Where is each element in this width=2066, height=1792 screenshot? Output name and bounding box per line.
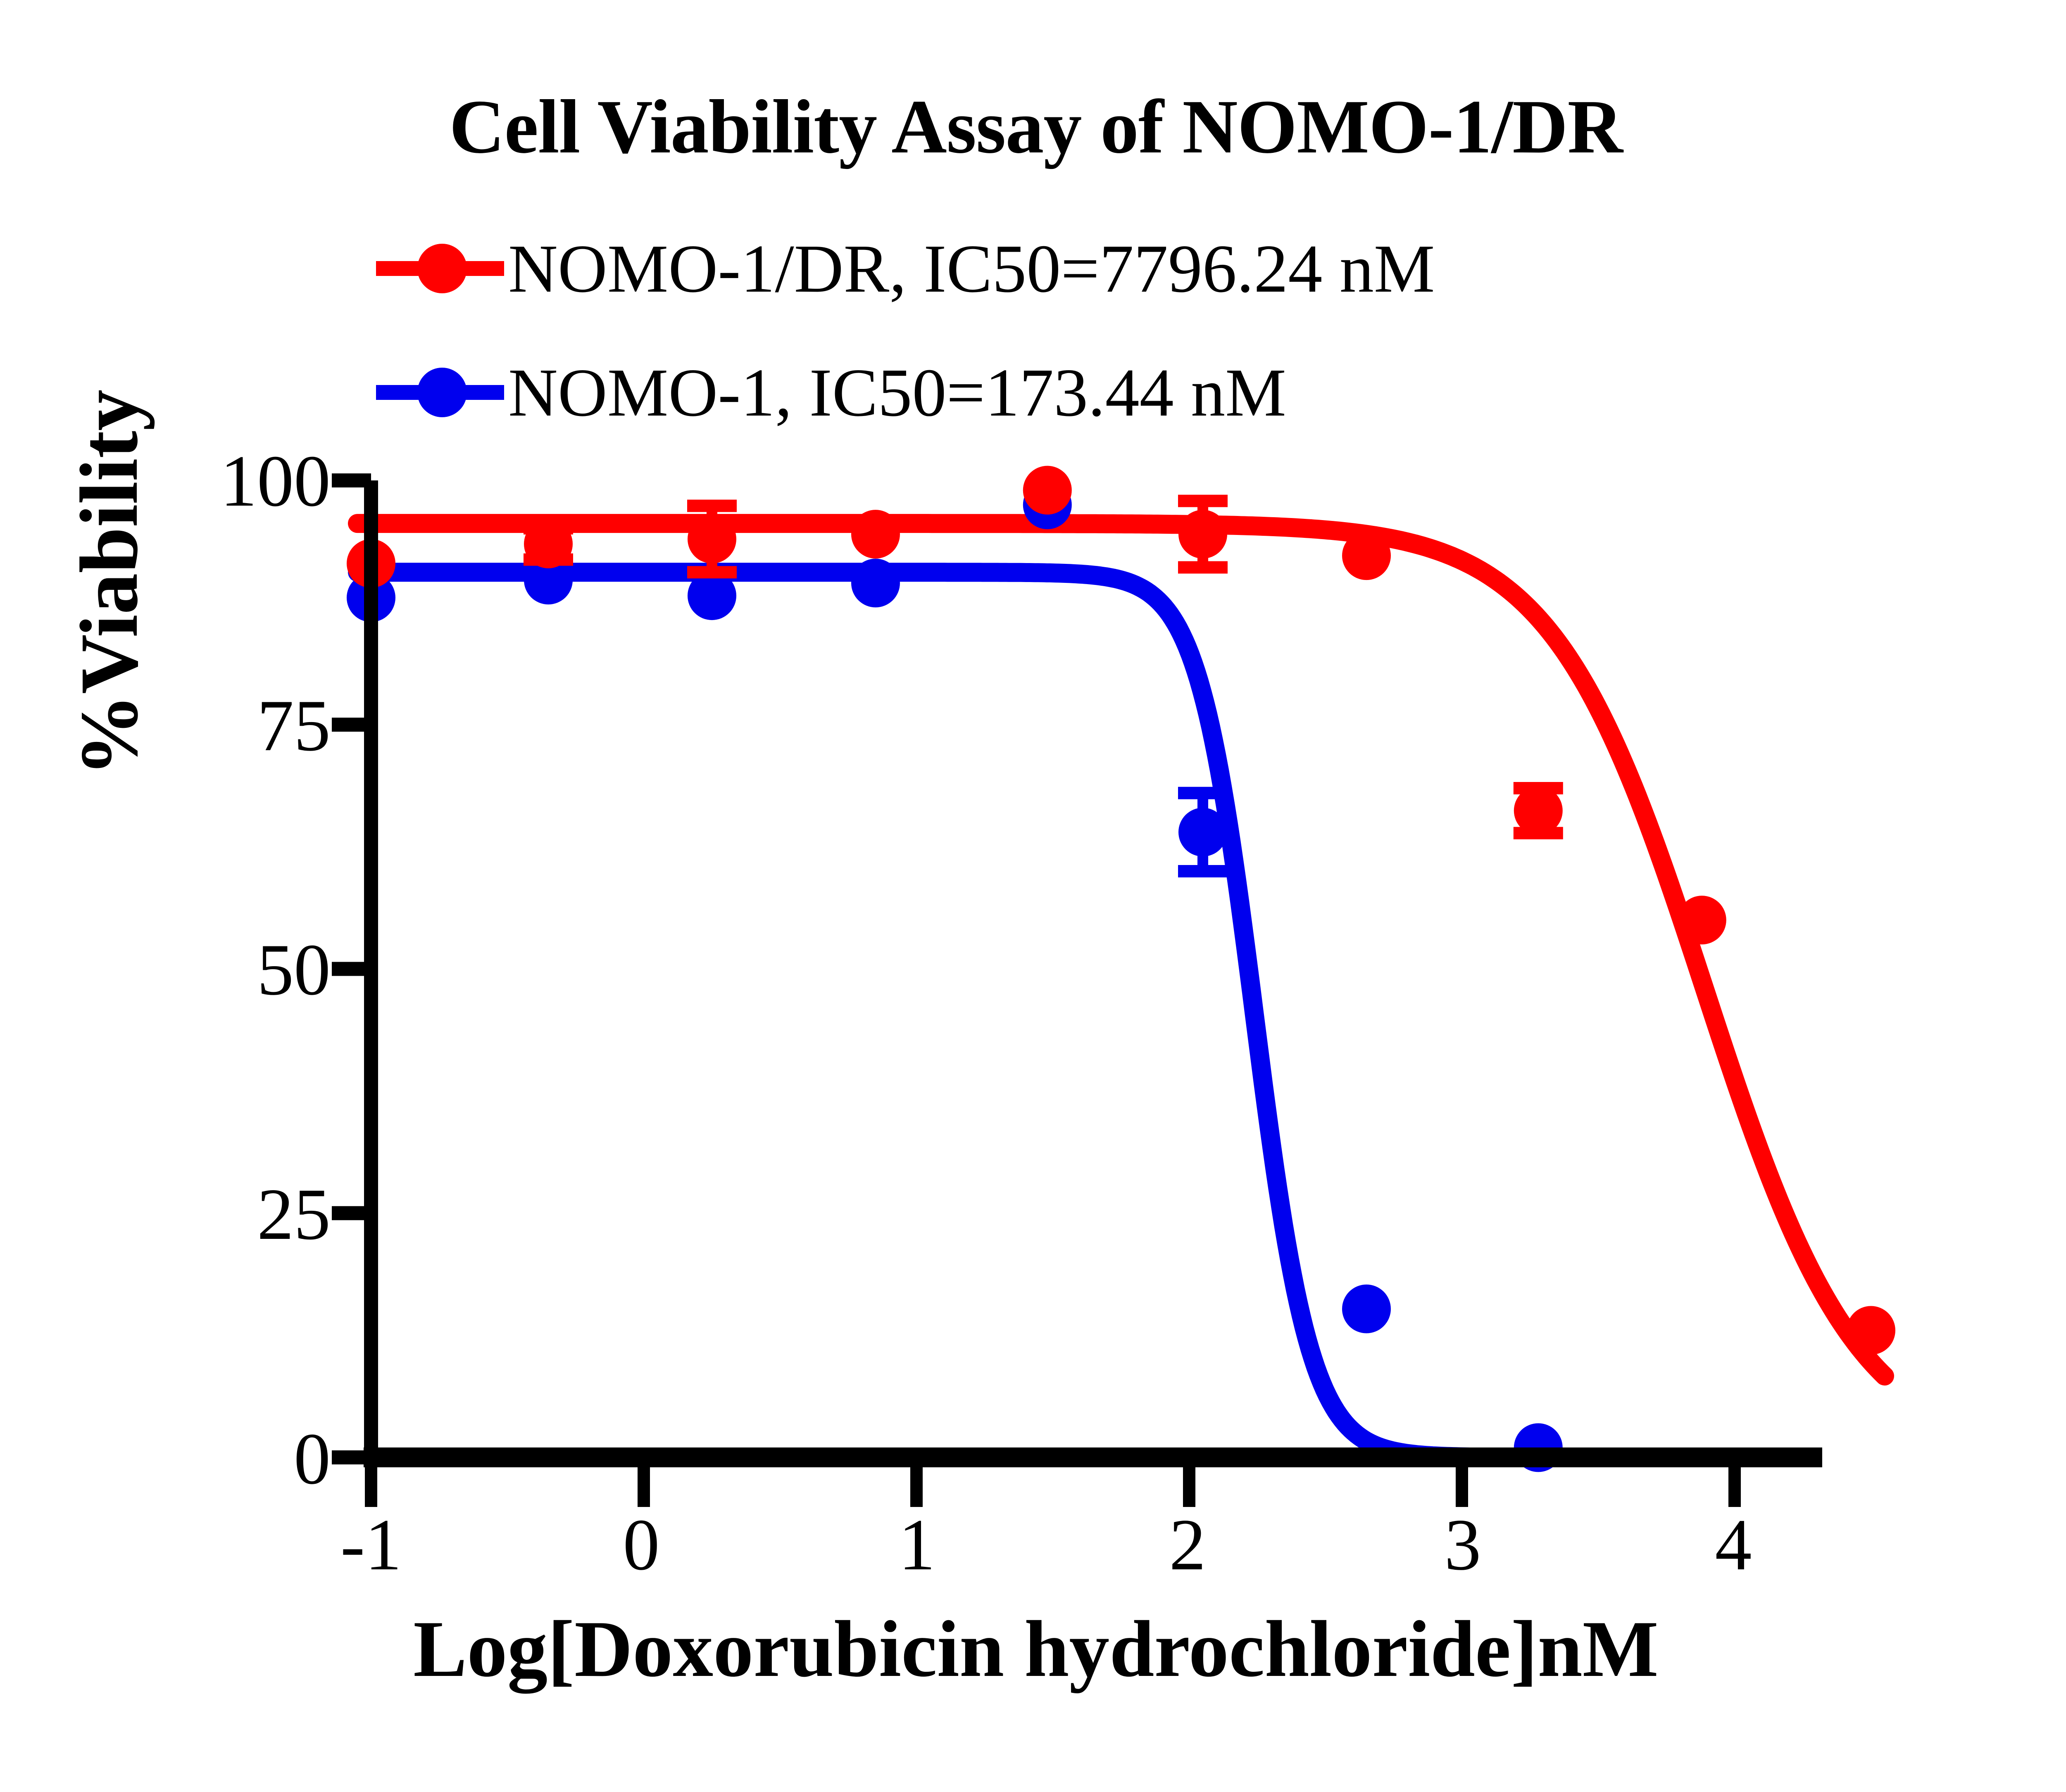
y-tick-label-0: 0 xyxy=(294,1418,331,1500)
x-tick-label-2: 2 xyxy=(1169,1504,1206,1585)
legend-item-nomo1dr[interactable]: NOMO-1/DR, IC50=7796.24 nM xyxy=(372,207,1859,330)
x-tick-label-3: 3 xyxy=(1444,1504,1481,1585)
legend-key-blue xyxy=(372,330,508,454)
y-tick-label-25: 25 xyxy=(257,1173,331,1255)
x-tick-label-neg1: -1 xyxy=(340,1504,402,1585)
legend-label-nomo1dr: NOMO-1/DR, IC50=7796.24 nM xyxy=(508,231,1435,307)
y-axis-tick-labels: 100 75 50 25 0 xyxy=(157,0,331,1792)
y-tick-label-50: 50 xyxy=(257,929,331,1010)
x-tick-label-1: 1 xyxy=(898,1504,935,1585)
x-tick-label-4: 4 xyxy=(1715,1504,1752,1585)
fit-curves xyxy=(348,514,1894,1467)
legend-item-nomo1[interactable]: NOMO-1, IC50=173.44 nM xyxy=(372,330,1859,454)
y-tick-label-100: 100 xyxy=(220,440,331,522)
data-markers xyxy=(347,466,1895,1472)
axis-lines xyxy=(332,473,1822,1507)
chart-title: Cell Viability Assay of NOMO-1/DR xyxy=(449,84,1623,169)
y-tick-label-75: 75 xyxy=(257,684,331,766)
x-tick-label-0: 0 xyxy=(623,1504,660,1585)
legend-label-nomo1: NOMO-1, IC50=173.44 nM xyxy=(508,354,1286,430)
legend-key-red xyxy=(372,207,508,330)
x-axis-label: Log[Doxorubicin hydrochloride]nM xyxy=(413,1604,1659,1694)
chart-legend: NOMO-1/DR, IC50=7796.24 nM NOMO-1, IC50=… xyxy=(372,207,1859,454)
